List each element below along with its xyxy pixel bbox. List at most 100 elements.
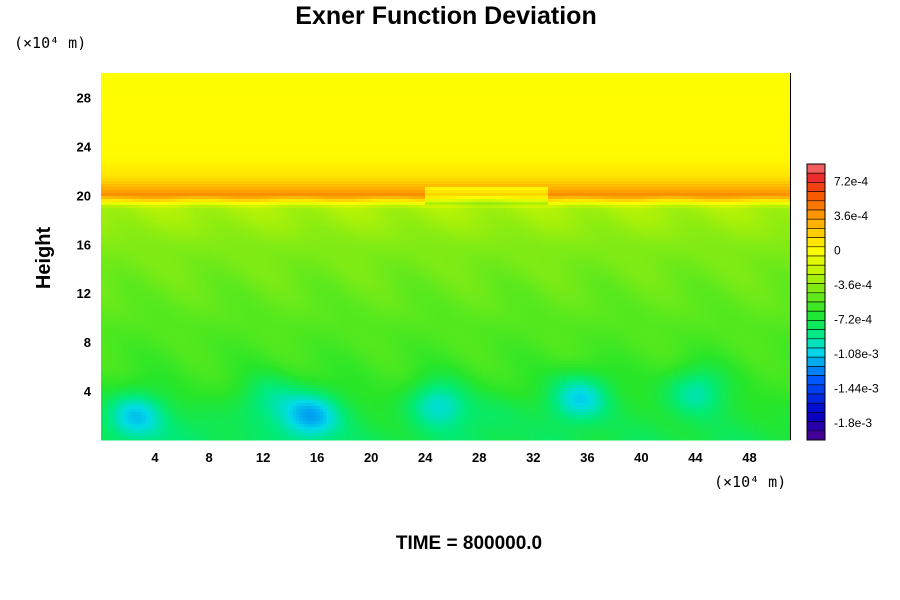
heatmap-cell [539,115,543,119]
heatmap-cell [260,133,264,137]
heatmap-cell [212,91,216,95]
heatmap-cell [206,85,210,89]
heatmap-cell [140,91,144,95]
heatmap-cell [719,100,723,104]
heatmap-cell [356,103,360,107]
heatmap-cell [626,100,630,104]
heatmap-cell [743,91,747,95]
heatmap-cell [722,115,726,119]
heatmap-cell [323,109,327,113]
heatmap-cell [119,91,123,95]
heatmap-cell [635,115,639,119]
heatmap-cell [230,100,234,104]
heatmap-cell [314,103,318,107]
heatmap-cell [212,109,216,113]
heatmap-cell [182,130,186,134]
heatmap-cell [524,73,528,77]
heatmap-cell [125,91,129,95]
heatmap-cell [362,94,366,98]
heatmap-cell [278,112,282,116]
heatmap-cell [764,91,768,95]
heatmap-cell [176,124,180,128]
heatmap-cell [275,115,279,119]
heatmap-cell [224,109,228,113]
heatmap-cell [461,115,465,119]
heatmap-cell [206,115,210,119]
heatmap-cell [161,130,165,134]
heatmap-cell [158,82,162,86]
heatmap-cell [275,91,279,95]
heatmap-cell [722,127,726,131]
heatmap-cell [656,124,660,128]
heatmap-cell [383,130,387,134]
heatmap-cell [257,94,261,98]
heatmap-cell [605,109,609,113]
heatmap-cell [308,82,312,86]
heatmap-cell [443,94,447,98]
heatmap-cell [683,76,687,80]
heatmap-cell [734,76,738,80]
heatmap-cell [713,100,717,104]
heatmap-cell [515,118,519,122]
heatmap-cell [194,94,198,98]
heatmap-cell [647,76,651,80]
heatmap-cell [413,85,417,89]
heatmap-cell [623,100,627,104]
heatmap-cell [197,76,201,80]
heatmap-cell [356,100,360,104]
heatmap-cell [782,97,786,101]
heatmap-cell [506,73,510,77]
heatmap-cell [188,130,192,134]
heatmap-cell [743,103,747,107]
heatmap-cell [611,121,615,125]
heatmap-cell [236,115,240,119]
heatmap-cell [299,103,303,107]
heatmap-cell [401,118,405,122]
heatmap-cell [599,133,603,137]
heatmap-cell [716,82,720,86]
heatmap-cell [341,118,345,122]
heatmap-cell [770,82,774,86]
heatmap-cell [686,109,690,113]
heatmap-cell [362,115,366,119]
heatmap-cell [356,130,360,134]
heatmap-cell [599,91,603,95]
heatmap-cell [383,91,387,95]
heatmap-cell [278,130,282,134]
heatmap-cell [743,85,747,89]
heatmap-cell [353,136,357,140]
heatmap-cell [467,130,471,134]
heatmap-cell [173,121,177,125]
heatmap-cell [296,112,300,116]
heatmap-cell [305,94,309,98]
heatmap-cell [365,115,369,119]
heatmap-cell [758,76,762,80]
heatmap-cell [230,85,234,89]
heatmap-cell [539,133,543,137]
heatmap-cell [464,112,468,116]
heatmap-cell [557,130,561,134]
heatmap-cell [650,103,654,107]
heatmap-cell [356,121,360,125]
heatmap-cell [407,97,411,101]
heatmap-cell [119,121,123,125]
heatmap-cell [758,121,762,125]
heatmap-cell [398,124,402,128]
heatmap-cell [503,130,507,134]
heatmap-cell [335,94,339,98]
heatmap-cell [524,130,528,134]
heatmap-cell [326,133,330,137]
heatmap-cell [572,118,576,122]
heatmap-cell [206,103,210,107]
heatmap-cell [701,88,705,92]
heatmap-cell [302,94,306,98]
heatmap-cell [446,112,450,116]
heatmap-cell [440,118,444,122]
heatmap-cell [719,115,723,119]
heatmap-cell [212,100,216,104]
heatmap-cell [110,97,114,101]
heatmap-cell [713,121,717,125]
chart-title: Exner Function Deviation [295,2,596,30]
heatmap-cell [110,94,114,98]
heatmap-cell [488,100,492,104]
